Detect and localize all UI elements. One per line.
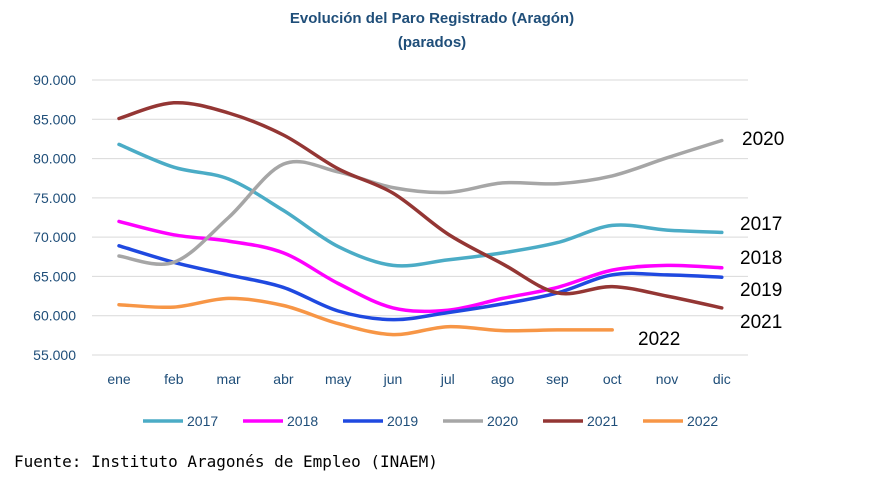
y-tick-label: 55.000: [33, 347, 76, 363]
x-tick-label: ene: [107, 371, 131, 387]
series-line-2018: [117, 219, 724, 314]
series-line-2021: [117, 101, 724, 310]
end-label-2019: 2019: [740, 280, 782, 301]
chart: Evolución del Paro Registrado (Aragón) (…: [33, 10, 784, 429]
series-lines: [117, 101, 724, 337]
legend-label-2022: 2022: [687, 413, 718, 429]
y-tick-label: 65.000: [33, 268, 76, 284]
x-axis: ene feb mar abr may jun jul ago sep oct nov dic: [107, 371, 730, 387]
series-line-2017: [117, 142, 724, 268]
legend-label-2018: 2018: [287, 413, 318, 429]
y-tick-label: 90.000: [33, 72, 76, 88]
legend-label-2020: 2020: [487, 413, 518, 429]
y-tick-label: 85.000: [33, 111, 76, 127]
series-line-2020: [117, 138, 724, 266]
x-tick-label: feb: [164, 371, 184, 387]
x-tick-label: mar: [217, 371, 241, 387]
x-tick-label: dic: [713, 371, 731, 387]
end-label-2017: 2017: [740, 214, 782, 235]
x-tick-label: may: [325, 371, 351, 387]
legend-label-2021: 2021: [587, 413, 618, 429]
x-tick-label: abr: [273, 371, 294, 387]
grid: [92, 79, 748, 356]
x-tick-label: jul: [440, 371, 455, 387]
end-label-2021: 2021: [740, 312, 782, 333]
x-tick-label: jun: [383, 371, 403, 387]
legend: 2017 2018 2019 2020 2021 2022: [143, 413, 718, 429]
series-line-2022: [117, 296, 614, 337]
source-note: Fuente: Instituto Aragonés de Empleo (IN…: [14, 452, 438, 471]
y-tick-label: 70.000: [33, 229, 76, 245]
series-line-2019: [117, 244, 724, 322]
end-label-2022: 2022: [638, 329, 680, 350]
end-label-2020: 2020: [742, 129, 784, 150]
y-tick-label: 60.000: [33, 308, 76, 324]
x-tick-label: sep: [546, 371, 569, 387]
legend-label-2019: 2019: [387, 413, 418, 429]
chart-subtitle: (parados): [398, 34, 466, 51]
chart-title: Evolución del Paro Registrado (Aragón): [290, 10, 574, 27]
end-label-2018: 2018: [740, 248, 782, 269]
legend-label-2017: 2017: [187, 413, 218, 429]
y-tick-label: 75.000: [33, 190, 76, 206]
y-axis: 55.000 60.000 65.000 70.000 75.000 80.000 85.0…: [33, 72, 76, 363]
x-tick-label: oct: [603, 371, 622, 387]
x-tick-label: ago: [491, 371, 515, 387]
x-tick-label: nov: [656, 371, 679, 387]
y-tick-label: 80.000: [33, 151, 76, 167]
end-labels: 2017 2018 2019 2020 2021 2022: [638, 129, 784, 350]
